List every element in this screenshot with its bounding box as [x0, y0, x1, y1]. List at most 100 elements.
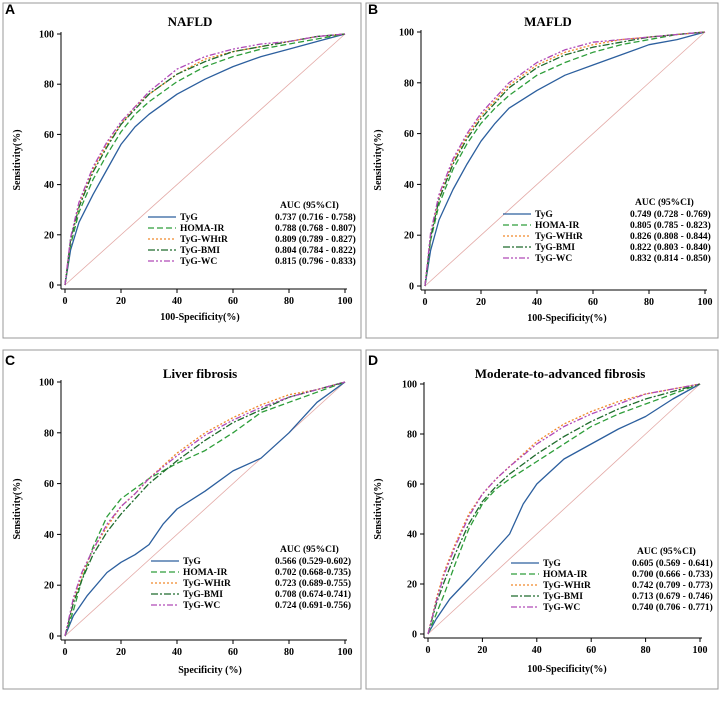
legend-auc-value: 0.708 (0.674-0.741) [275, 589, 351, 600]
legend-auc-value: 0.713 (0.679 - 0.746) [632, 591, 713, 602]
x-tick-label: 0 [426, 645, 431, 656]
roc-curve-homa-ir [427, 383, 701, 635]
reference-diagonal [64, 381, 346, 637]
legend-series-name: TyG-BMI [180, 246, 220, 256]
panel-a: A NAFLD 0 20 40 60 80 100 0 20 40 60 80 100 100-Specif… [2, 1, 362, 339]
y-tick-label: 60 [407, 480, 417, 491]
roc-curve-tyg [427, 383, 701, 635]
y-tick-label: 100 [402, 380, 417, 391]
roc-curve-tyg-bmi [427, 383, 701, 635]
roc-curve-tyg [64, 381, 346, 637]
legend-auc-value: 0.826 (0.808 - 0.844) [630, 231, 711, 242]
y-tick-label: 80 [407, 430, 417, 441]
legend-series-name: TyG-WC [180, 257, 217, 267]
legend-auc-value: 0.605 (0.569 - 0.641) [632, 558, 713, 569]
x-tick-label: 0 [63, 647, 68, 658]
y-tick-label: 20 [404, 231, 414, 242]
x-tick-label: 80 [284, 296, 294, 307]
panel-letter: A [5, 1, 15, 17]
legend-header: AUC (95%CI) [280, 544, 339, 555]
x-axis-label: 100-Specificity(%) [527, 664, 606, 675]
x-tick-label: 40 [532, 645, 542, 656]
y-tick-label: 0 [412, 630, 417, 641]
x-tick-label: 60 [228, 647, 238, 658]
x-tick-label: 20 [116, 647, 126, 658]
legend-auc-value: 0.832 (0.814 - 0.850) [630, 253, 711, 264]
y-tick-label: 20 [44, 230, 54, 241]
roc-curve-tyg-bmi [424, 31, 706, 287]
y-tick-label: 100 [39, 30, 54, 41]
x-tick-label: 80 [641, 645, 651, 656]
legend-auc-value: 0.724 (0.691-0.756) [275, 600, 351, 611]
y-tick-label: 0 [49, 281, 54, 292]
legend-auc-value: 0.740 (0.706 - 0.771) [632, 602, 713, 613]
legend-series-name: TyG-WHtR [180, 235, 228, 245]
legend-auc-value: 0.822 (0.803 - 0.840) [630, 242, 711, 253]
legend-auc-value: 0.723 (0.689-0.755) [275, 578, 351, 589]
x-tick-label: 20 [477, 645, 487, 656]
panel-letter: C [5, 352, 15, 368]
x-tick-label: 0 [63, 296, 68, 307]
reference-diagonal [427, 383, 701, 635]
x-tick-label: 40 [172, 296, 182, 307]
roc-curve-tyg-bmi [64, 33, 346, 286]
x-tick-label: 40 [172, 647, 182, 658]
x-tick-label: 100 [693, 645, 708, 656]
roc-curve-tyg-wc [424, 31, 706, 287]
y-tick-label: 20 [407, 580, 417, 591]
legend-series-name: TyG-WHtR [535, 232, 583, 242]
legend-series-name: HOMA-IR [183, 568, 227, 578]
roc-curve-tyg-wc [64, 33, 346, 286]
legend-auc-value: 0.804 (0.784 - 0.822) [275, 245, 356, 256]
panel-d: D Moderate-to-advanced fibrosis 0 20 40 60 80 1… [365, 349, 719, 690]
y-tick-label: 80 [404, 78, 414, 89]
chart-title: NAFLD [168, 14, 213, 29]
legend-auc-value: 0.566 (0.529-0.602) [275, 556, 351, 567]
y-tick-label: 40 [44, 530, 54, 541]
roc-curve-homa-ir [64, 381, 346, 637]
x-tick-label: 100 [338, 647, 353, 658]
legend-auc-value: 0.749 (0.728 - 0.769) [630, 209, 711, 220]
legend-series-name: TyG-BMI [535, 243, 575, 253]
roc-curve-homa-ir [424, 31, 706, 287]
legend-series-name: TyG [535, 210, 553, 220]
panel-frame [365, 2, 719, 339]
y-tick-label: 40 [404, 180, 414, 191]
roc-curve-tyg-bmi [64, 381, 346, 637]
panel-c: C Liver fibrosis 0 20 40 60 80 100 0 20 40 60 80 100 S… [2, 349, 362, 690]
chart-title: MAFLD [524, 14, 572, 29]
legend-auc-value: 0.702 (0.668-0.735) [275, 567, 351, 578]
legend-series-name: TyG-WHtR [543, 581, 591, 591]
panel-frame [2, 2, 362, 339]
chart-title: Liver fibrosis [163, 366, 237, 381]
roc-curve-tyg-whtr [424, 31, 706, 287]
legend-header: AUC (95%CI) [280, 200, 339, 211]
x-tick-label: 60 [588, 297, 598, 308]
panel-frame [2, 349, 362, 690]
legend-auc-value: 0.805 (0.785 - 0.823) [630, 220, 711, 231]
legend-series-name: TyG-WC [543, 603, 580, 613]
legend-auc-value: 0.737 (0.716 - 0.758) [275, 212, 356, 223]
legend-series-name: TyG [183, 557, 201, 567]
x-tick-label: 40 [532, 297, 542, 308]
roc-curve-tyg-whtr [64, 381, 346, 637]
roc-curve-tyg-whtr [427, 383, 701, 635]
legend-series-name: TyG-BMI [183, 590, 223, 600]
legend-auc-value: 0.815 (0.796 - 0.833) [275, 256, 356, 267]
legend-auc-value: 0.742 (0.709 - 0.773) [632, 580, 713, 591]
x-tick-label: 20 [116, 296, 126, 307]
y-tick-label: 80 [44, 80, 54, 91]
legend-header: AUC (95%CI) [637, 546, 696, 557]
roc-curve-tyg-wc [427, 383, 701, 635]
legend-auc-value: 0.788 (0.768 - 0.807) [275, 223, 356, 234]
roc-curve-tyg [424, 31, 706, 287]
y-tick-label: 60 [404, 129, 414, 140]
y-tick-label: 40 [407, 530, 417, 541]
y-tick-label: 100 [399, 28, 414, 39]
legend-series-name: TyG [543, 559, 561, 569]
legend-series-name: TyG-WHtR [183, 579, 231, 589]
y-axis-label: Sensitivity(%) [373, 129, 384, 190]
x-tick-label: 0 [423, 297, 428, 308]
legend-series-name: HOMA-IR [535, 221, 579, 231]
